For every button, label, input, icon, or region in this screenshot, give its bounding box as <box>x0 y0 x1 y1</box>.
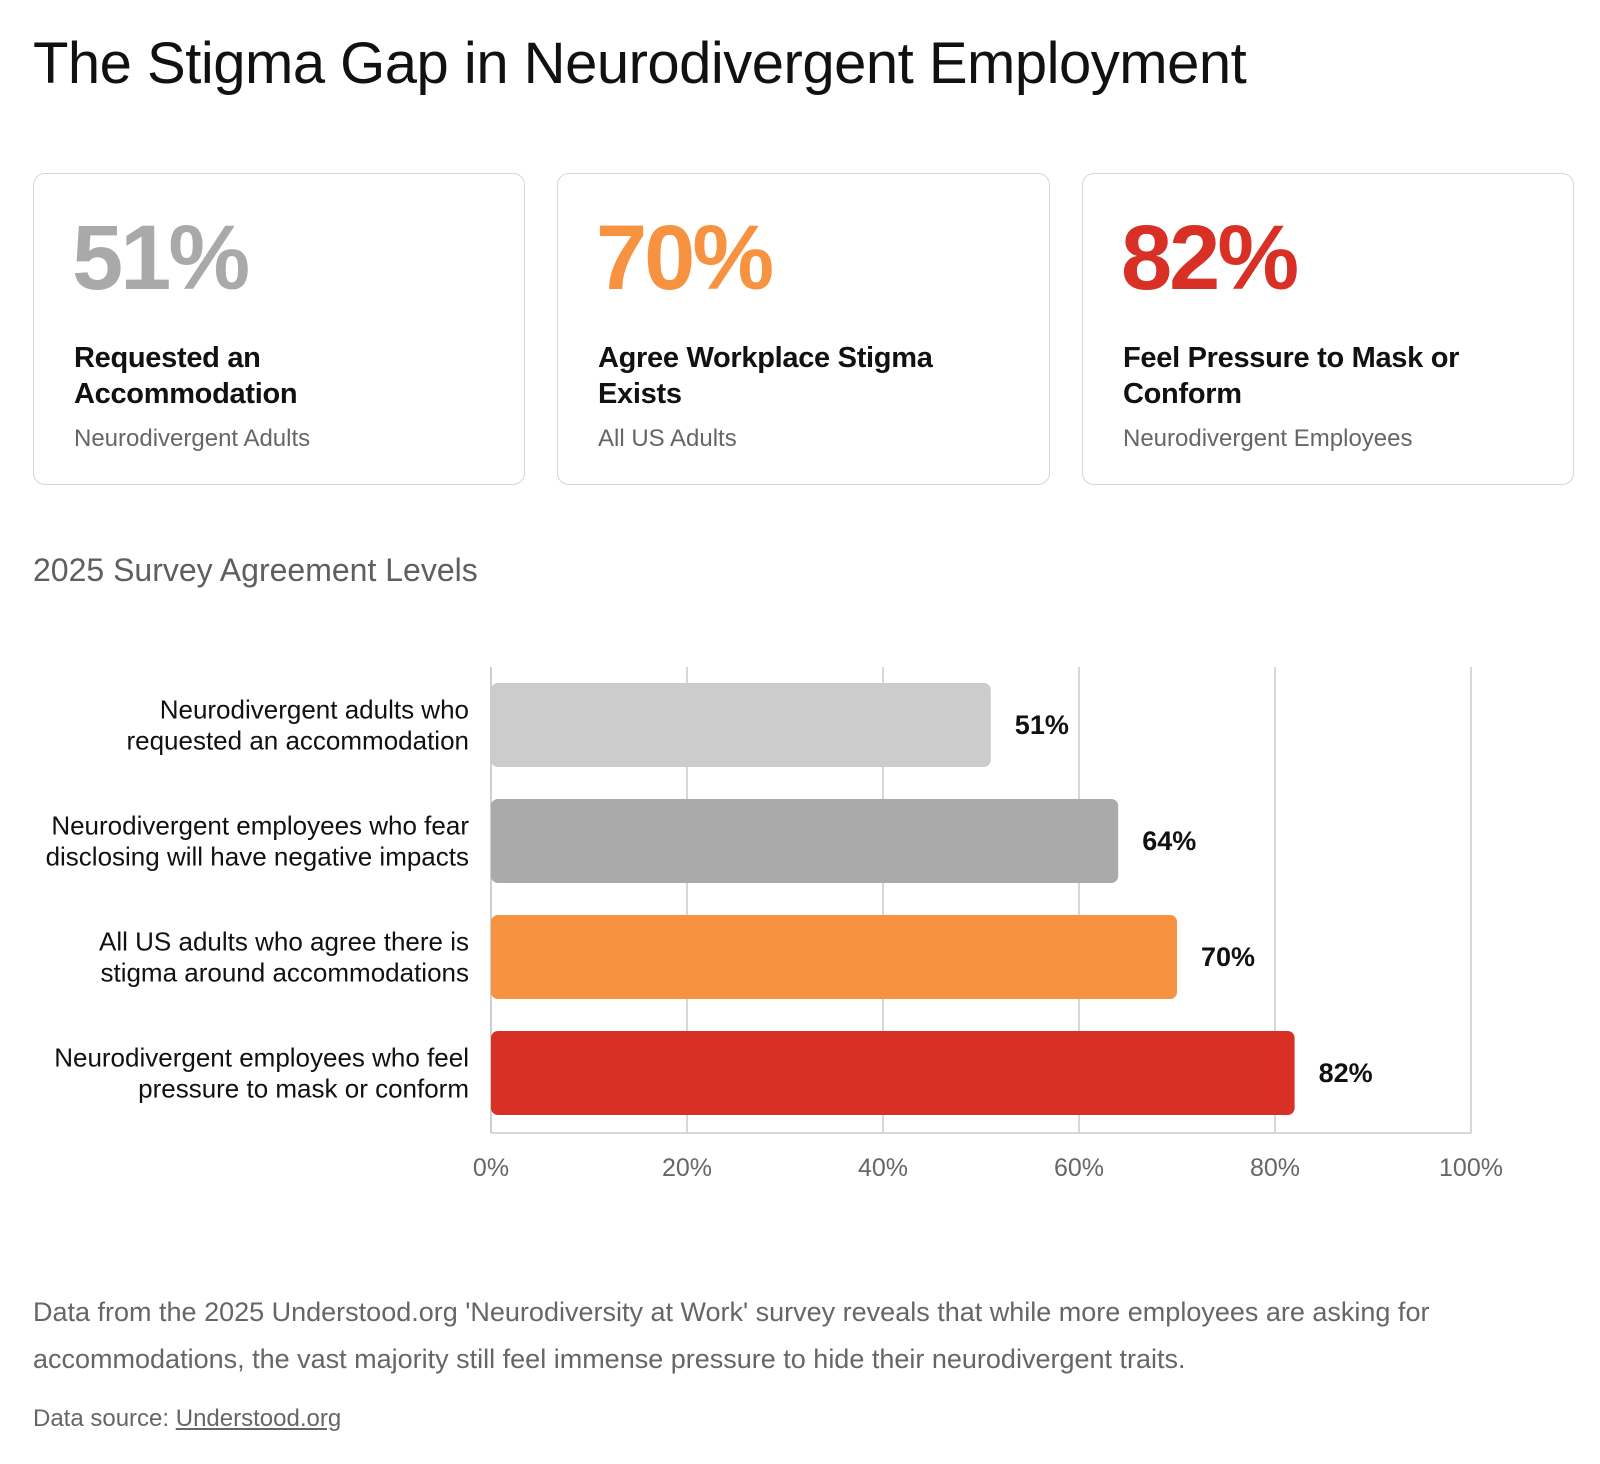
data-source: Data source: Understood.org <box>33 1405 341 1433</box>
category-label: All US adults who agree there is <box>99 927 469 957</box>
category-label: Neurodivergent employees who feel <box>54 1043 469 1073</box>
data-label: 51% <box>1015 710 1069 740</box>
description: Data from the 2025 Understood.org 'Neuro… <box>33 1297 1430 1374</box>
category-label: Neurodivergent adults who <box>160 695 469 725</box>
stat-label: Agree Workplace Stigma Exists <box>598 342 933 410</box>
stat-value: 70% <box>596 207 774 309</box>
category-label: Neurodivergent employees who fear <box>51 811 469 841</box>
x-tick-label: 100% <box>1439 1154 1503 1182</box>
stat-sublabel: Neurodivergent Adults <box>74 425 311 452</box>
category-label: requested an accommodation <box>126 726 469 756</box>
stat-label: Feel Pressure to Mask or Conform <box>1123 342 1460 410</box>
source-link[interactable]: Understood.org <box>175 1405 342 1432</box>
stat-card-masking: 82% Feel Pressure to Mask or Conform Neu… <box>1082 173 1574 485</box>
stat-card-stigma: 70% Agree Workplace Stigma Exists All US… <box>557 173 1050 485</box>
bar <box>491 799 1119 883</box>
stat-card-accommodation: 51% Requested an Accommodation Neurodive… <box>33 173 525 485</box>
bar-chart: 0% 20% 40% 60% 80% 100% 51% Neurodivergent adul… <box>46 667 1503 1182</box>
stat-label: Requested an Accommodation <box>74 342 298 410</box>
chart-title: 2025 Survey Agreement Levels <box>33 552 478 588</box>
x-tick-label: 40% <box>858 1154 908 1182</box>
source-prefix: Data source: <box>33 1405 176 1432</box>
bar <box>491 1031 1295 1115</box>
page-title: The Stigma Gap in Neurodivergent Employm… <box>33 31 1247 96</box>
data-label: 82% <box>1319 1058 1373 1088</box>
x-tick-label: 20% <box>662 1154 712 1182</box>
x-tick-label: 0% <box>473 1154 509 1182</box>
stat-sublabel: All US Adults <box>598 425 737 452</box>
x-tick-label: 60% <box>1054 1154 1104 1182</box>
bar <box>491 915 1177 999</box>
data-label: 70% <box>1201 942 1255 972</box>
bar <box>491 683 991 767</box>
stat-value: 82% <box>1121 207 1299 309</box>
stat-value: 51% <box>72 207 250 309</box>
stat-sublabel: Neurodivergent Employees <box>1123 425 1413 452</box>
category-label: pressure to mask or conform <box>138 1074 469 1104</box>
x-tick-label: 80% <box>1250 1154 1300 1182</box>
category-label: disclosing will have negative impacts <box>46 842 469 872</box>
category-label: stigma around accommodations <box>100 958 469 988</box>
data-label: 64% <box>1142 826 1196 856</box>
